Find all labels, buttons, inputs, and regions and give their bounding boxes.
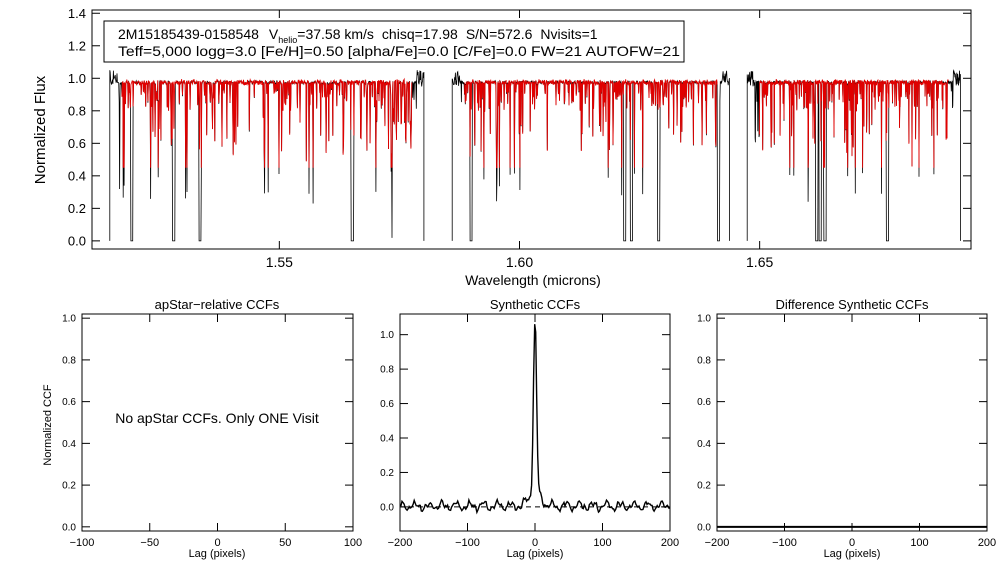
apstar-ccf-ytick-label: 0.8 bbox=[62, 355, 76, 366]
spectrum-model-line bbox=[464, 78, 718, 169]
synthetic-ccf-xlabel: Lag (pixels) bbox=[507, 548, 564, 560]
apstar-ccf-ytick-label: 1.0 bbox=[62, 314, 76, 325]
apstar-ccf-ytick-label: 0.2 bbox=[62, 481, 76, 492]
difference-ccf-y-ticks: 0.0 0.2 0.4 0.6 0.8 1.0 bbox=[697, 314, 987, 533]
apstar-ccf-xlabel: Lag (pixels) bbox=[189, 548, 246, 560]
apstar-ccf-panel: −100 −50 0 50 100 0.0 0.2 0.4 0.6 0.8 1.0 apStar−… bbox=[42, 297, 362, 560]
synthetic-ccf-xtick-label: 100 bbox=[593, 537, 611, 549]
spectrum-ytick-label: 0.0 bbox=[68, 233, 86, 248]
apstar-ccf-annotation: No apStar CCFs. Only ONE Visit bbox=[115, 410, 319, 426]
spectrum-ytick-label: 0.4 bbox=[68, 168, 86, 183]
difference-ccf-x-ticks: −200 −100 0 100 200 bbox=[705, 314, 996, 549]
synthetic-ccf-xtick-label: 200 bbox=[661, 537, 679, 549]
apstar-ccf-y-ticks: 0.0 0.2 0.4 0.6 0.8 1.0 bbox=[62, 314, 353, 533]
difference-ccf-frame bbox=[716, 313, 988, 532]
synthetic-ccf-line bbox=[399, 324, 670, 515]
apstar-ccf-ylabel: Normalized CCF bbox=[42, 384, 54, 466]
apstar-ccf-xtick-label: −100 bbox=[70, 537, 95, 549]
difference-ccf-panel: −200 −100 0 100 200 0.0 0.2 0.4 0.6 0.8 1.0 Diffe… bbox=[697, 297, 996, 560]
apstar-ccf-ytick-label: 0.4 bbox=[62, 439, 76, 450]
apstar-ccf-xtick-label: 50 bbox=[279, 537, 291, 549]
apstar-ccf-xtick-label: −50 bbox=[140, 537, 159, 549]
difference-ccf-xtick-label: 0 bbox=[849, 537, 855, 549]
spectrum-observed-line bbox=[451, 70, 730, 242]
nvisits: Nvisits=1 bbox=[540, 26, 597, 42]
spectrum-frame bbox=[91, 9, 972, 250]
synthetic-ccf-ytick-label: 0.0 bbox=[380, 502, 394, 513]
spectrum-ytick-label: 0.6 bbox=[68, 136, 86, 151]
synthetic-ccf-ytick-label: 0.4 bbox=[380, 434, 394, 445]
difference-ccf-xtick-label: 200 bbox=[978, 537, 996, 549]
synthetic-ccf-ytick-label: 0.2 bbox=[380, 468, 394, 479]
spectrum-ytick-label: 0.8 bbox=[68, 103, 86, 118]
synthetic-ccf-xtick-label: −200 bbox=[388, 537, 413, 549]
synthetic-ccf-x-ticks: −200 −100 0 100 200 bbox=[388, 314, 679, 549]
difference-ccf-ytick-label: 0.2 bbox=[697, 481, 711, 492]
spectrum-panel: 1.55 1.60 1.65 0.0 0.2 0.4 0.6 0.8 1.0 1.2 1.4 Wa… bbox=[32, 6, 972, 288]
v-label: V bbox=[269, 26, 279, 42]
v-subscript: helio bbox=[278, 35, 297, 45]
apstar-ccf-title: apStar−relative CCFs bbox=[155, 297, 280, 312]
synthetic-ccf-xtick-label: −100 bbox=[455, 537, 480, 549]
spectrum-ytick-label: 1.4 bbox=[68, 6, 86, 21]
difference-ccf-xtick-label: −100 bbox=[772, 537, 797, 549]
spectrum-ytick-label: 1.2 bbox=[68, 38, 86, 53]
spectrum-x-ticks: 1.55 1.60 1.65 bbox=[266, 10, 773, 270]
difference-ccf-ytick-label: 0.8 bbox=[697, 355, 711, 366]
header-line-1: 2M15185439-0158548 Vhelio=37.58 km/s chisq… bbox=[118, 26, 598, 45]
spectrum-xlabel: Wavelength (microns) bbox=[465, 272, 601, 288]
spectrum-ytick-label: 0.2 bbox=[68, 201, 86, 216]
difference-ccf-ytick-label: 1.0 bbox=[697, 314, 711, 325]
synthetic-ccf-frame bbox=[399, 313, 671, 532]
synthetic-ccf-ytick-label: 1.0 bbox=[380, 330, 394, 341]
spectrum-model-series bbox=[121, 77, 949, 169]
difference-ccf-title: Difference Synthetic CCFs bbox=[776, 297, 929, 312]
difference-ccf-ytick-label: 0.4 bbox=[697, 439, 711, 450]
apstar-ccf-x-ticks: −100 −50 0 50 100 bbox=[70, 314, 362, 549]
spectrum-xtick-label: 1.55 bbox=[266, 254, 293, 270]
synthetic-ccf-ytick-label: 0.6 bbox=[380, 399, 394, 410]
spectrum-model-line bbox=[758, 78, 949, 168]
apstar-ccf-xtick-label: 0 bbox=[214, 537, 220, 549]
synthetic-ccf-ytick-label: 0.8 bbox=[380, 365, 394, 376]
header-box bbox=[103, 20, 685, 63]
spectrum-y-ticks: 0.0 0.2 0.4 0.6 0.8 1.0 1.2 1.4 bbox=[68, 6, 971, 248]
apstar-ccf-ytick-label: 0.6 bbox=[62, 397, 76, 408]
chisq: chisq=17.98 bbox=[382, 26, 458, 42]
spectrum-model-line bbox=[121, 77, 413, 168]
spectrum-ylabel: Normalized Flux bbox=[32, 75, 49, 184]
spectrum-ytick-label: 1.0 bbox=[68, 71, 86, 86]
apstar-ccf-ytick-label: 0.0 bbox=[62, 522, 76, 533]
synthetic-ccf-panel: −200 −100 0 100 200 0.0 0.2 0.4 0.6 0.8 1.0 Synth… bbox=[380, 297, 679, 560]
star-id: 2M15185439-0158548 bbox=[118, 26, 259, 42]
snr: S/N=572.6 bbox=[466, 26, 533, 42]
synthetic-ccf-y-ticks: 0.0 0.2 0.4 0.6 0.8 1.0 bbox=[380, 330, 670, 513]
difference-ccf-ytick-label: 0.0 bbox=[697, 522, 711, 533]
difference-ccf-xtick-label: −200 bbox=[705, 537, 730, 549]
spectrum-xtick-label: 1.65 bbox=[746, 254, 773, 270]
v-value: =37.58 km/s bbox=[297, 26, 374, 42]
apstar-ccf-xtick-label: 100 bbox=[344, 537, 362, 549]
difference-ccf-ytick-label: 0.6 bbox=[697, 397, 711, 408]
difference-ccf-xtick-label: 100 bbox=[910, 537, 928, 549]
synthetic-ccf-title: Synthetic CCFs bbox=[490, 297, 581, 312]
difference-ccf-xlabel: Lag (pixels) bbox=[824, 548, 881, 560]
header-line-2: Teff=5,000 logg=3.0 [Fe/H]=0.50 [alpha/F… bbox=[118, 43, 680, 59]
spectrum-xtick-label: 1.60 bbox=[506, 254, 533, 270]
synthetic-ccf-xtick-label: 0 bbox=[532, 537, 538, 549]
